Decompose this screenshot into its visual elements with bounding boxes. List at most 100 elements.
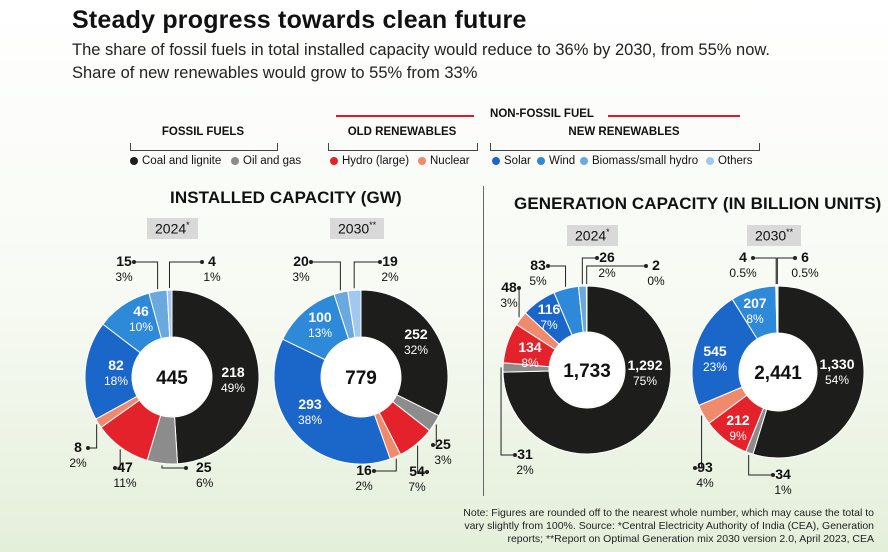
donut-1-value-coal: 218 [221, 364, 245, 380]
donut-4-callout-oil-gas [748, 454, 773, 476]
donut-4-pct-wind: 8% [746, 312, 764, 326]
old-renewables-bracket [328, 143, 478, 151]
subtitle-line-2: Share of new renewables would grow to 55… [72, 64, 478, 82]
donut-3-callout-dot-wind [546, 264, 550, 268]
donut-4-value-coal: 1,330 [819, 356, 854, 372]
legend-swatch-coal [130, 157, 138, 165]
donut-2-value-others: 19 [382, 253, 398, 269]
donut-1-pct-others: 1% [203, 270, 221, 284]
donut-3-slice-others [585, 285, 588, 333]
donut-3-pct-others: 0% [647, 274, 665, 288]
donut-3-callout-dot-oil-gas [513, 453, 517, 457]
legend-nuclear: Nuclear [418, 155, 470, 167]
donut-1-value-hydro: 47 [117, 459, 133, 475]
donut-3-callout-others [586, 265, 646, 285]
donut-4-hole [740, 334, 816, 410]
non-fossil-header: NON-FOSSIL FUEL [490, 108, 594, 120]
donut-3-pct-nuclear: 3% [500, 296, 518, 310]
donut-2-value-nuclear: 16 [356, 462, 372, 478]
new-renewables-header: NEW RENEWABLES [568, 126, 680, 138]
donut-3-pct-wind: 5% [529, 274, 547, 288]
donut-3-callout-biomass [581, 257, 597, 285]
donut-1-value-oil-gas: 25 [196, 459, 212, 475]
donut-1-value-biomass: 15 [116, 253, 132, 269]
year-footnote-mark: ** [369, 220, 377, 230]
donut-4-callout-dot-oil-gas [771, 473, 775, 477]
legend-swatch-biomass [580, 157, 588, 165]
donut-1-value-others: 4 [208, 253, 216, 269]
donut-4-pct-solar: 23% [703, 360, 727, 374]
donut-3-pct-coal: 75% [633, 374, 657, 388]
donut-4-value-wind: 207 [743, 295, 767, 311]
legend-swatch-others [706, 157, 714, 165]
legend-hydro: Hydro (large) [330, 155, 409, 167]
donut-3-value-wind: 83 [530, 257, 546, 273]
legend-biomass: Biomass/small hydro [580, 155, 698, 167]
donut-4-slice-coal [752, 285, 865, 459]
donut-2-pct-oil-gas: 3% [434, 453, 452, 467]
donut-2-callout-others [353, 261, 380, 289]
donut-3-pct-biomass: 2% [598, 266, 616, 280]
donut-1-slice-others [166, 289, 173, 338]
donut-3-pct-hydro: 8% [521, 356, 539, 370]
fossil-header: FOSSIL FUELS [161, 126, 245, 138]
donut-4-value-nuclear: 93 [697, 459, 713, 475]
donut-3-callout-dot-nuclear [517, 286, 521, 290]
non-fossil-rule-right [608, 115, 740, 117]
donut-2-callout-dot-nuclear [372, 469, 376, 473]
donut-4-callout-biomass [753, 257, 777, 285]
legend-oil-gas: Oil and gas [231, 155, 301, 167]
donut-1-pct-nuclear: 2% [69, 456, 87, 470]
donut-1-pct-solar: 18% [104, 374, 128, 388]
donut-2-pct-nuclear: 2% [355, 479, 373, 493]
donut-1-hole [133, 338, 211, 416]
donut-4-pct-nuclear: 4% [696, 476, 714, 490]
donut-2-hole [322, 338, 400, 416]
legend-wind: Wind [537, 155, 575, 167]
donut-2-callout-biomass [311, 261, 341, 291]
year-badge-installed-2030: 2030** [330, 218, 385, 239]
donut-4-slice-others [776, 285, 779, 334]
donut-4-slice-solar [691, 298, 758, 407]
legend-swatch-solar [492, 157, 500, 165]
footnote-line-3: reports; **Report on Optimal Generation … [507, 533, 874, 545]
donut-1-value-solar: 82 [108, 357, 124, 373]
legend-others: Others [706, 155, 753, 167]
year-text: 2030 [338, 220, 370, 237]
donut-3-total: 1,733 [563, 361, 611, 382]
donut-3-value-coal: 1,292 [627, 357, 662, 373]
donut-4-callout-others [776, 257, 795, 285]
donut-3-hole [550, 333, 624, 407]
donut-2-slice-solar [273, 338, 391, 465]
donut-2-value-biomass: 20 [293, 253, 309, 269]
donut-2-slice-coal [360, 289, 449, 417]
year-badge-generation-2030: 2030** [747, 225, 802, 246]
donut-1-total: 445 [156, 368, 188, 389]
donut-3-value-biomass: 26 [599, 249, 615, 265]
legend-solar: Solar [492, 155, 531, 167]
donut-2-value-oil-gas: 25 [435, 436, 451, 452]
donut-4-total: 2,441 [754, 363, 802, 384]
year-badge-generation-2024: 2024* [567, 225, 618, 246]
footnote: Note: Figures are rounded off to the nea… [404, 507, 874, 546]
legend-label-biomass: Biomass/small hydro [592, 155, 699, 167]
donut-2-value-wind: 100 [308, 309, 332, 325]
legend-label-solar: Solar [504, 155, 531, 167]
donut-1-value-nuclear: 8 [74, 439, 82, 455]
donut-3-callout-oil-gas [500, 367, 515, 456]
donut-4-value-oil-gas: 34 [775, 466, 791, 482]
donut-1-callout-dot-nuclear [86, 446, 90, 450]
donut-2-callout-dot-hydro [425, 470, 429, 474]
donut-1-pct-hydro: 11% [113, 476, 136, 490]
legend-swatch-oil-gas [231, 157, 239, 165]
donut-4-pct-hydro: 9% [729, 429, 747, 443]
donut-2-callout-dot-others [378, 260, 382, 264]
donut-1-callout-others [168, 261, 202, 289]
donut-2-slice-others [347, 289, 362, 339]
year-footnote-mark: ** [786, 227, 794, 237]
legend-label-coal: Coal and lignite [142, 155, 222, 167]
old-renewables-header: OLD RENEWABLES [347, 126, 457, 138]
donut-3-value-nuclear: 48 [501, 279, 517, 295]
donut-4-pct-coal: 54% [825, 373, 849, 387]
donut-4-callout-dot-others [793, 256, 797, 260]
